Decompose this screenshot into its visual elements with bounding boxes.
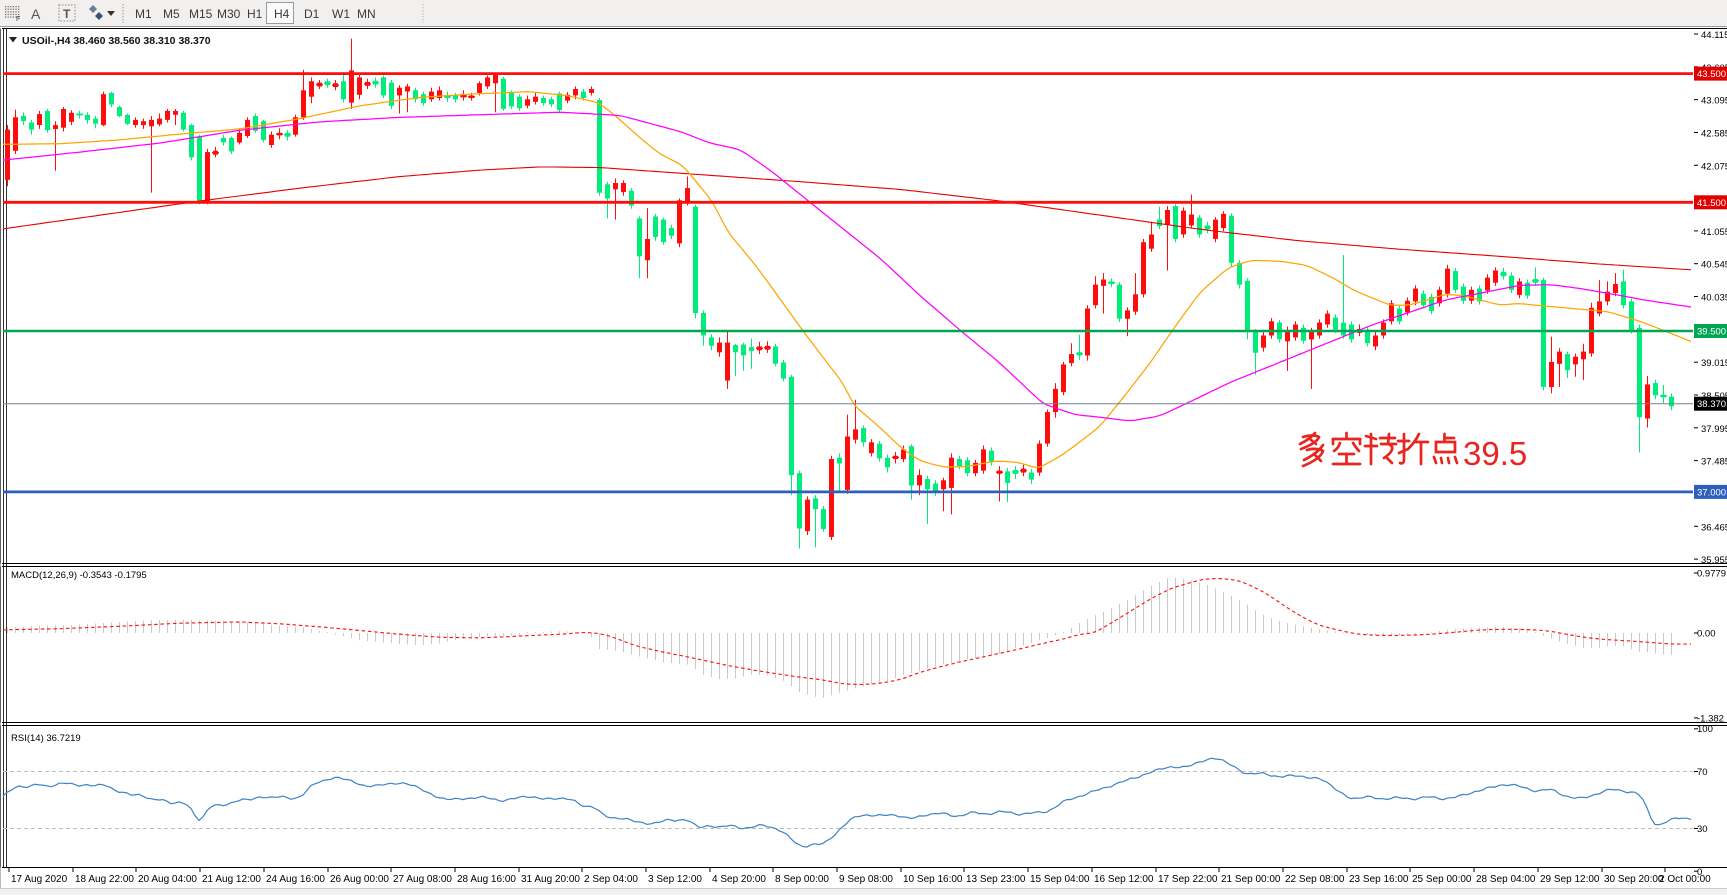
svg-text:F: F xyxy=(16,16,20,23)
svg-text:M1: M1 xyxy=(135,7,152,21)
svg-text:40.545: 40.545 xyxy=(1701,260,1727,271)
svg-text:M30: M30 xyxy=(217,7,241,21)
svg-text:43.500: 43.500 xyxy=(1697,69,1726,80)
svg-text:17 Aug 2020: 17 Aug 2020 xyxy=(11,874,68,885)
svg-text:3 Sep 12:00: 3 Sep 12:00 xyxy=(648,874,702,885)
svg-text:0: 0 xyxy=(1697,867,1702,878)
svg-text:D1: D1 xyxy=(304,7,320,21)
svg-text:36.465: 36.465 xyxy=(1701,522,1727,533)
svg-text:8 Sep 00:00: 8 Sep 00:00 xyxy=(775,874,829,885)
svg-text:30 Sep 20:00: 30 Sep 20:00 xyxy=(1604,874,1664,885)
svg-text:13 Sep 23:00: 13 Sep 23:00 xyxy=(966,874,1026,885)
svg-text:18 Aug 22:00: 18 Aug 22:00 xyxy=(75,874,134,885)
svg-text:40.035: 40.035 xyxy=(1701,293,1727,304)
svg-text:31 Aug 20:00: 31 Aug 20:00 xyxy=(521,874,580,885)
svg-text:MACD(12,26,9) -0.3543 -0.1795: MACD(12,26,9) -0.3543 -0.1795 xyxy=(11,570,147,581)
svg-text:37.000: 37.000 xyxy=(1697,487,1726,498)
svg-text:A: A xyxy=(31,6,41,22)
svg-text:2 Oct 00:00: 2 Oct 00:00 xyxy=(1659,874,1711,885)
svg-text:39.5: 39.5 xyxy=(1463,435,1527,472)
svg-text:41.055: 41.055 xyxy=(1701,227,1727,238)
svg-text:0.00: 0.00 xyxy=(1697,629,1716,640)
svg-text:10 Sep 16:00: 10 Sep 16:00 xyxy=(903,874,963,885)
svg-text:100: 100 xyxy=(1697,724,1713,735)
svg-text:29 Sep 12:00: 29 Sep 12:00 xyxy=(1540,874,1600,885)
svg-text:22 Sep 08:00: 22 Sep 08:00 xyxy=(1285,874,1345,885)
svg-text:-1.382: -1.382 xyxy=(1697,713,1724,724)
svg-text:38.370: 38.370 xyxy=(1697,399,1726,410)
svg-text:M5: M5 xyxy=(163,7,180,21)
svg-text:H1: H1 xyxy=(247,7,263,21)
svg-text:26 Aug 00:00: 26 Aug 00:00 xyxy=(330,874,389,885)
svg-text:25 Sep 00:00: 25 Sep 00:00 xyxy=(1412,874,1472,885)
svg-text:24 Aug 16:00: 24 Aug 16:00 xyxy=(266,874,325,885)
svg-text:39.015: 39.015 xyxy=(1701,358,1727,369)
svg-text:2 Sep 04:00: 2 Sep 04:00 xyxy=(584,874,638,885)
svg-text:4 Sep 20:00: 4 Sep 20:00 xyxy=(712,874,766,885)
svg-text:30: 30 xyxy=(1697,824,1708,835)
svg-text:27 Aug 08:00: 27 Aug 08:00 xyxy=(393,874,452,885)
svg-text:MN: MN xyxy=(357,7,376,21)
svg-text:41.500: 41.500 xyxy=(1697,198,1726,209)
svg-text:T: T xyxy=(63,7,71,21)
svg-text:44.115: 44.115 xyxy=(1701,30,1727,41)
svg-text:H4: H4 xyxy=(274,7,290,21)
svg-text:21 Sep 00:00: 21 Sep 00:00 xyxy=(1221,874,1281,885)
svg-text:M15: M15 xyxy=(189,7,213,21)
svg-text:35.955: 35.955 xyxy=(1701,555,1727,566)
svg-text:43.095: 43.095 xyxy=(1701,96,1727,107)
svg-text:70: 70 xyxy=(1697,767,1708,778)
svg-text:21 Aug 12:00: 21 Aug 12:00 xyxy=(202,874,261,885)
svg-text:9 Sep 08:00: 9 Sep 08:00 xyxy=(839,874,893,885)
svg-text:23 Sep 16:00: 23 Sep 16:00 xyxy=(1349,874,1409,885)
svg-text:16 Sep 12:00: 16 Sep 12:00 xyxy=(1094,874,1154,885)
svg-text:USOil-,H4 38.460 38.560 38.31: USOil-,H4 38.460 38.560 38.310 38.370 xyxy=(22,35,211,47)
svg-text:W1: W1 xyxy=(332,7,350,21)
svg-text:0.9779: 0.9779 xyxy=(1697,569,1726,580)
svg-text:17 Sep 22:00: 17 Sep 22:00 xyxy=(1158,874,1218,885)
svg-text:37.485: 37.485 xyxy=(1701,457,1727,468)
svg-text:37.995: 37.995 xyxy=(1701,424,1727,435)
svg-text:20 Aug 04:00: 20 Aug 04:00 xyxy=(138,874,197,885)
svg-text:38.505: 38.505 xyxy=(1701,391,1727,402)
svg-text:RSI(14) 36.7219: RSI(14) 36.7219 xyxy=(11,733,81,744)
svg-text:42.585: 42.585 xyxy=(1701,129,1727,140)
svg-text:28 Sep 04:00: 28 Sep 04:00 xyxy=(1476,874,1536,885)
svg-text:42.075: 42.075 xyxy=(1701,161,1727,172)
svg-text:15 Sep 04:00: 15 Sep 04:00 xyxy=(1030,874,1090,885)
svg-text:39.500: 39.500 xyxy=(1697,327,1726,338)
svg-text:28 Aug 16:00: 28 Aug 16:00 xyxy=(457,874,516,885)
